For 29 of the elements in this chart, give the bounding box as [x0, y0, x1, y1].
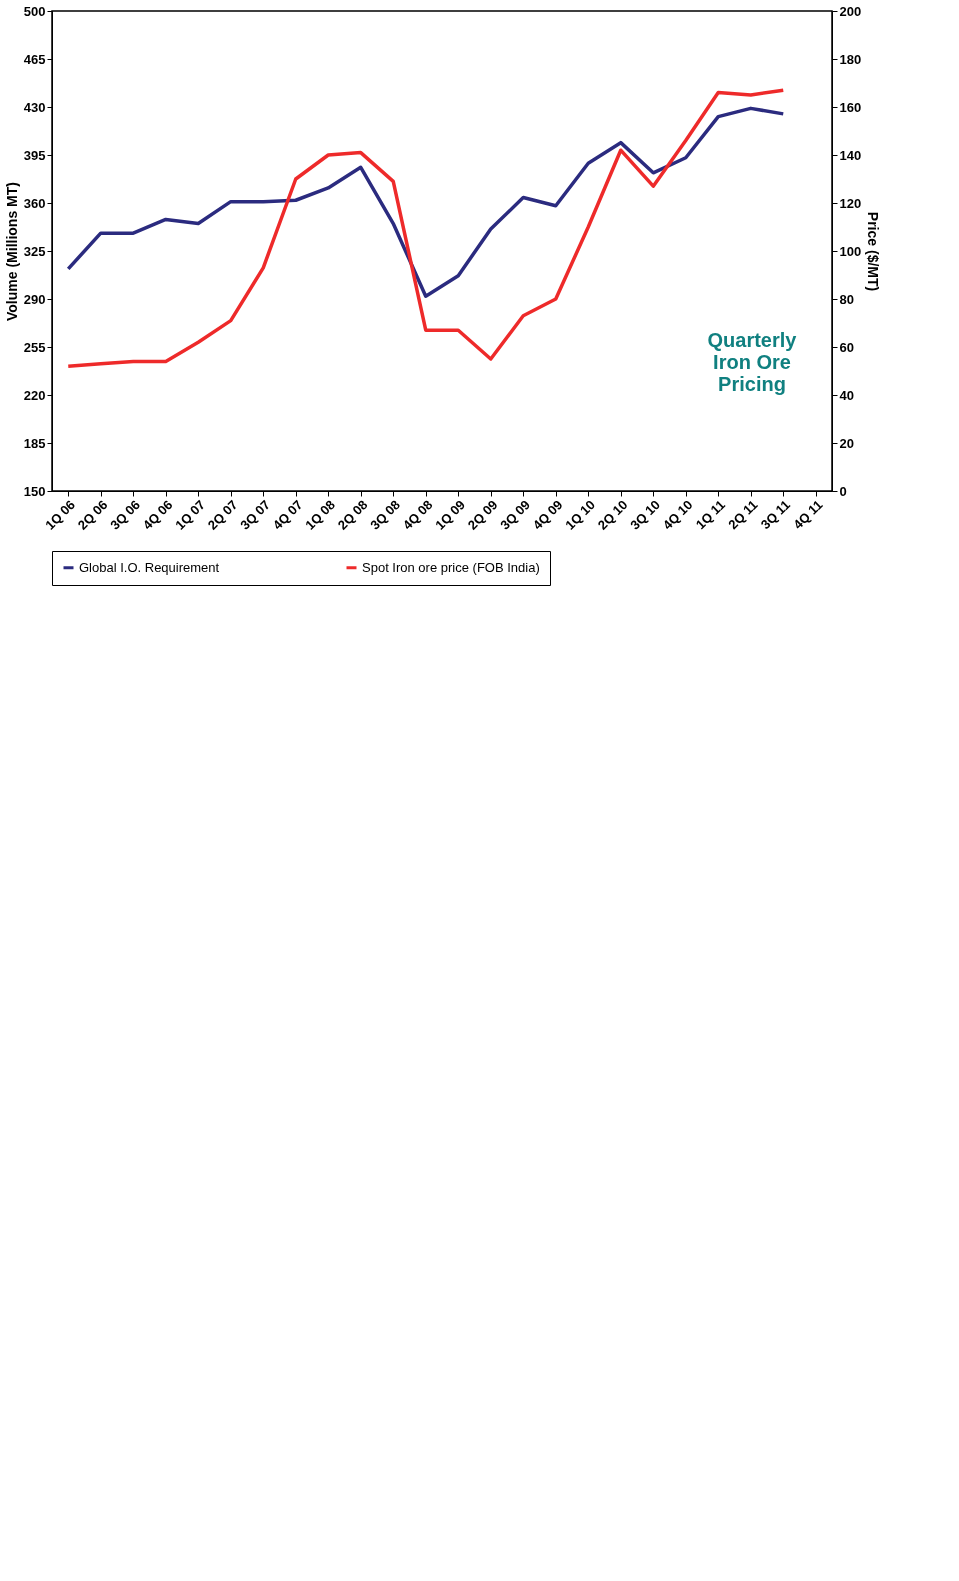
annotation: Quarterly Iron Ore Pricing	[707, 329, 798, 395]
y-tick-label: 290	[23, 291, 46, 307]
legend-label: Spot Iron ore price (FOB India)	[362, 559, 540, 575]
y-tick-label: 255	[23, 339, 46, 355]
y-tick-label: 465	[23, 51, 46, 67]
y-tick-label: 430	[23, 99, 46, 115]
y-tick-label: 325	[23, 243, 46, 259]
y2-axis-title: Price ($/MT)	[865, 211, 882, 292]
y-axis-title: Volume (Millions MT)	[3, 182, 20, 321]
line-series	[66, 106, 785, 299]
y-tick-label: 360	[23, 195, 46, 211]
y-tick-label: 220	[23, 387, 46, 403]
legend-label: Global I.O. Requirement	[79, 559, 220, 575]
y2-tick-label: 160	[839, 99, 862, 115]
y2-tick-label: 200	[839, 3, 862, 19]
y2-tick-label: 80	[839, 291, 854, 307]
y2-tick-label: 180	[839, 51, 862, 67]
y2-tick-label: 60	[839, 339, 854, 355]
y-tick-label: 185	[23, 435, 46, 451]
y2-tick-label: 40	[839, 387, 854, 403]
y2-tick-label: 20	[839, 435, 854, 451]
y-tick-label: 395	[23, 147, 46, 163]
y2-tick-label: 0	[839, 483, 847, 499]
y-tick-label: 500	[23, 3, 46, 19]
y2-tick-label: 100	[839, 243, 862, 259]
y-tick-label: 150	[23, 483, 46, 499]
y2-tick-label: 120	[839, 195, 862, 211]
x-tick-label: 4Q 11	[790, 497, 826, 533]
y2-tick-label: 140	[839, 147, 862, 163]
